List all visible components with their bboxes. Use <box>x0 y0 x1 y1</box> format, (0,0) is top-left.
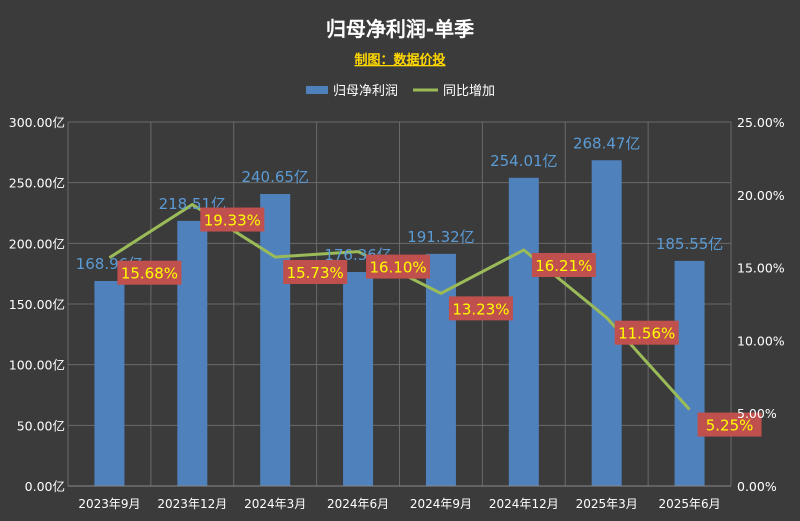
chart-subtitle: 制图：数据价投 <box>354 52 445 68</box>
bar <box>260 194 291 486</box>
bar-labels: 168.96亿218.51亿240.65亿176.36亿191.32亿254.0… <box>76 134 724 273</box>
bar <box>343 272 374 486</box>
legend-label-line: 同比增加 <box>443 84 495 99</box>
x-tick-label: 2024年3月 <box>244 497 306 511</box>
pct-value-label: 16.21% <box>535 257 592 275</box>
x-tick-label: 2025年3月 <box>576 497 638 511</box>
y-right-tick-label: 25.00% <box>737 115 785 130</box>
bar-value-label: 185.55亿 <box>656 235 724 253</box>
pct-value-label: 16.10% <box>369 259 426 277</box>
y-left-tick-label: 0.00亿 <box>25 479 65 494</box>
x-tick-label: 2024年6月 <box>327 497 389 511</box>
bars <box>94 160 705 487</box>
legend-label-bar: 归母净利润 <box>333 84 398 99</box>
legend-swatch-bar <box>306 86 328 94</box>
y-right-tick-label: 15.00% <box>737 261 785 276</box>
x-tick-label: 2024年12月 <box>489 497 559 511</box>
pct-value-label: 15.73% <box>287 264 344 282</box>
bar-value-label: 191.32亿 <box>407 228 475 246</box>
x-tick-label: 2023年12月 <box>157 497 227 511</box>
pct-value-label: 15.68% <box>121 265 178 283</box>
y-left-tick-label: 250.00亿 <box>9 176 65 191</box>
legend: 归母净利润 同比增加 <box>306 84 495 99</box>
pct-label-box <box>366 254 431 279</box>
bar <box>674 260 705 486</box>
axes: 0.00亿 50.00亿 100.00亿 150.00亿 200.00亿 250.00亿 3… <box>9 115 785 511</box>
pct-label-box <box>531 252 596 277</box>
pct-label-box <box>614 320 679 345</box>
pct-label-box <box>697 412 762 437</box>
y-right-tick-label: 10.00% <box>737 333 785 348</box>
bar <box>94 280 125 486</box>
bar-value-label: 240.65亿 <box>241 168 309 186</box>
pct-label-box <box>283 259 348 284</box>
pct-label-box <box>448 296 513 321</box>
y-right-tick-label: 20.00% <box>737 188 785 203</box>
pct-value-label: 5.25% <box>706 417 754 435</box>
y-right-tick-label: 5.00% <box>737 406 777 421</box>
pct-value-label: 13.23% <box>452 300 509 318</box>
y-left-tick-label: 300.00亿 <box>9 115 65 130</box>
pct-value-label: 19.33% <box>204 212 261 230</box>
bar-value-label: 254.01亿 <box>490 152 558 170</box>
pct-label-box <box>117 260 182 285</box>
y-left-tick-label: 150.00亿 <box>9 297 65 312</box>
bar <box>177 220 208 487</box>
bar-value-label: 268.47亿 <box>573 134 641 152</box>
x-tick-label: 2024年9月 <box>410 497 472 511</box>
pct-labels: 15.68% 19.33% 15.73% 16.10% 13.23% 16.21% 11.5… <box>117 207 762 437</box>
x-tick-label: 2025年6月 <box>658 497 720 511</box>
y-left-tick-label: 200.00亿 <box>9 236 65 251</box>
y-right-tick-label: 0.00% <box>737 479 777 494</box>
y-left-tick-label: 50.00亿 <box>17 418 65 433</box>
chart-title: 归母净利润-单季 <box>326 17 474 41</box>
pct-value-label: 11.56% <box>618 325 675 343</box>
y-left-tick-label: 100.00亿 <box>9 358 65 373</box>
x-tick-label: 2023年9月 <box>78 497 140 511</box>
bar <box>508 177 539 486</box>
pct-label-box <box>200 207 265 232</box>
